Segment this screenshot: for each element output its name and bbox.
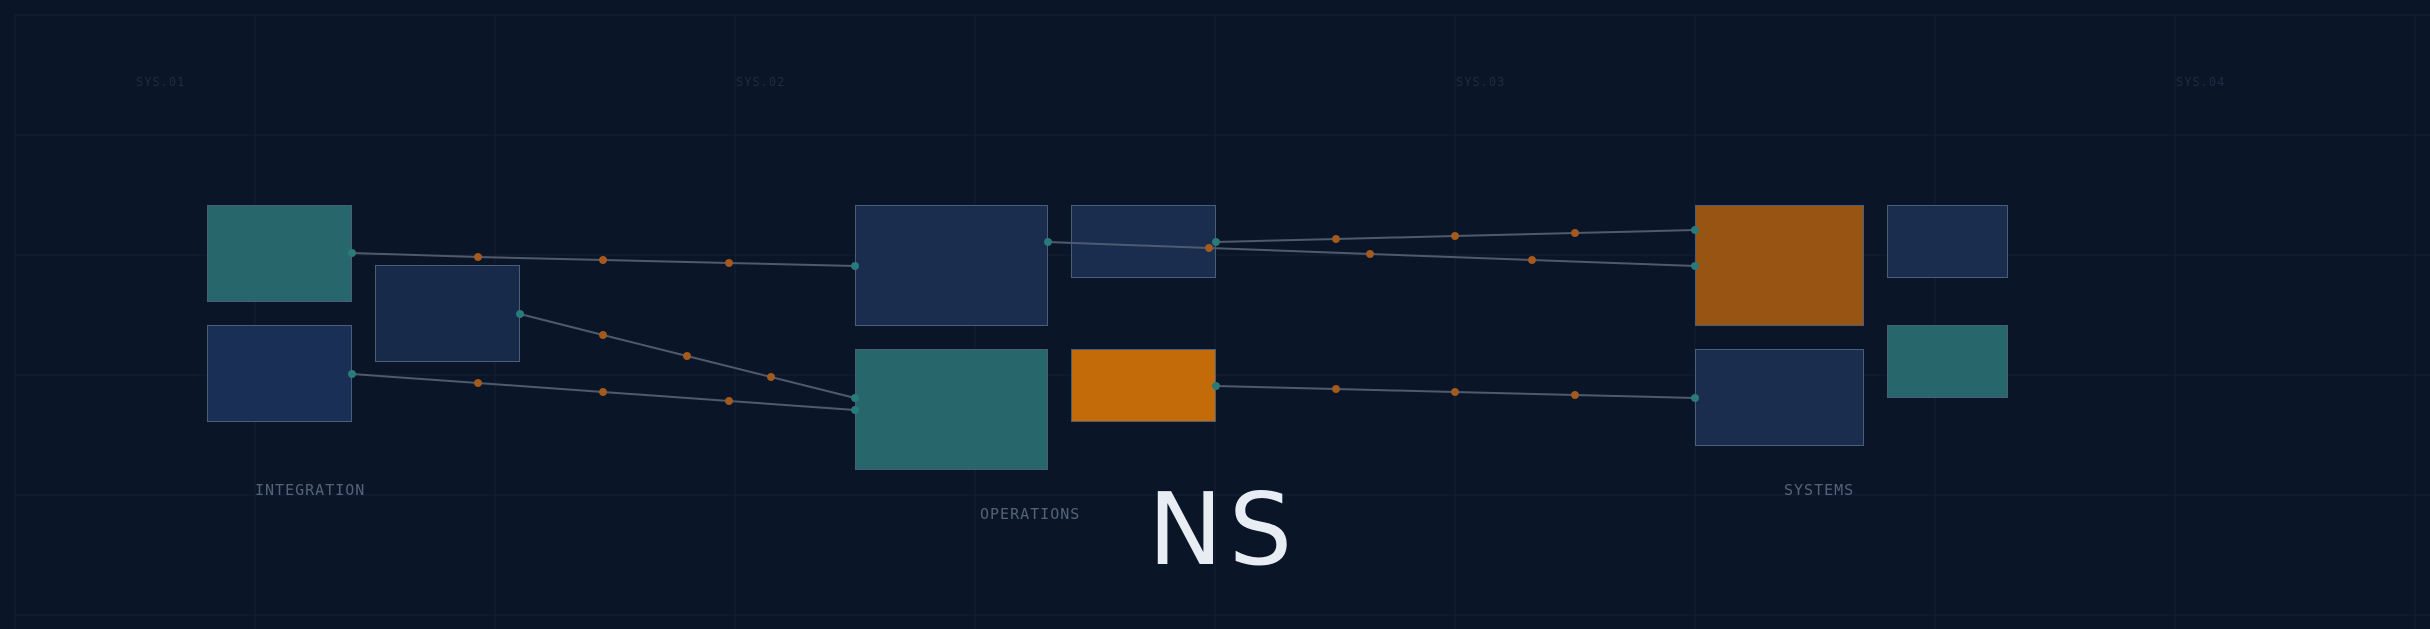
waypoint-dot — [1332, 385, 1340, 393]
waypoint-dot — [599, 388, 607, 396]
waypoint-dot — [1571, 229, 1579, 237]
brand-logo-text: NS — [1148, 471, 1299, 588]
waypoint-dot — [599, 331, 607, 339]
waypoint-dot — [599, 256, 607, 264]
endpoint-dot — [348, 370, 356, 378]
systems-node-amber — [1695, 205, 1864, 326]
systems-node-navy — [1695, 349, 1864, 446]
systems-node-teal-small — [1887, 325, 2008, 398]
waypoint-dot — [474, 253, 482, 261]
sys-label-2: SYS.02 — [736, 75, 786, 89]
operations-node-navy-large — [855, 205, 1048, 326]
operations-node-navy-small — [1071, 205, 1216, 278]
group-label-operations: OPERATIONS — [980, 505, 1081, 523]
integration-node-navy-middle — [375, 265, 520, 362]
waypoint-dot — [1528, 256, 1536, 264]
integration-node-navy-bottom — [207, 325, 352, 422]
operations-node-orange-small — [1071, 349, 1216, 422]
waypoint-dot — [1332, 235, 1340, 243]
endpoint-dot — [851, 406, 859, 414]
waypoint-dot — [767, 373, 775, 381]
endpoint-dot — [1044, 238, 1052, 246]
waypoint-dot — [1366, 250, 1374, 258]
group-label-integration: INTEGRATION — [255, 481, 366, 499]
waypoint-dot — [1451, 388, 1459, 396]
endpoint-dot — [1691, 262, 1699, 270]
systems-node-navy-small — [1887, 205, 2008, 278]
waypoint-dot — [725, 259, 733, 267]
endpoint-dot — [851, 394, 859, 402]
group-label-systems: SYSTEMS — [1784, 481, 1855, 499]
waypoint-dot — [1205, 244, 1213, 252]
endpoint-dot — [516, 310, 524, 318]
waypoint-dot — [1451, 232, 1459, 240]
sys-label-1: SYS.01 — [136, 75, 186, 89]
waypoint-dot — [683, 352, 691, 360]
waypoint-dot — [474, 379, 482, 387]
integration-node-teal — [207, 205, 352, 302]
operations-node-teal-large — [855, 349, 1048, 470]
endpoint-dot — [1691, 226, 1699, 234]
endpoint-dot — [1212, 382, 1220, 390]
sys-label-4: SYS.04 — [2176, 75, 2226, 89]
waypoint-dot — [725, 397, 733, 405]
endpoint-dot — [1691, 394, 1699, 402]
endpoint-dot — [348, 249, 356, 257]
endpoint-dot — [851, 262, 859, 270]
waypoint-dot — [1571, 391, 1579, 399]
endpoint-dot — [1212, 238, 1220, 246]
sys-label-3: SYS.03 — [1456, 75, 1506, 89]
